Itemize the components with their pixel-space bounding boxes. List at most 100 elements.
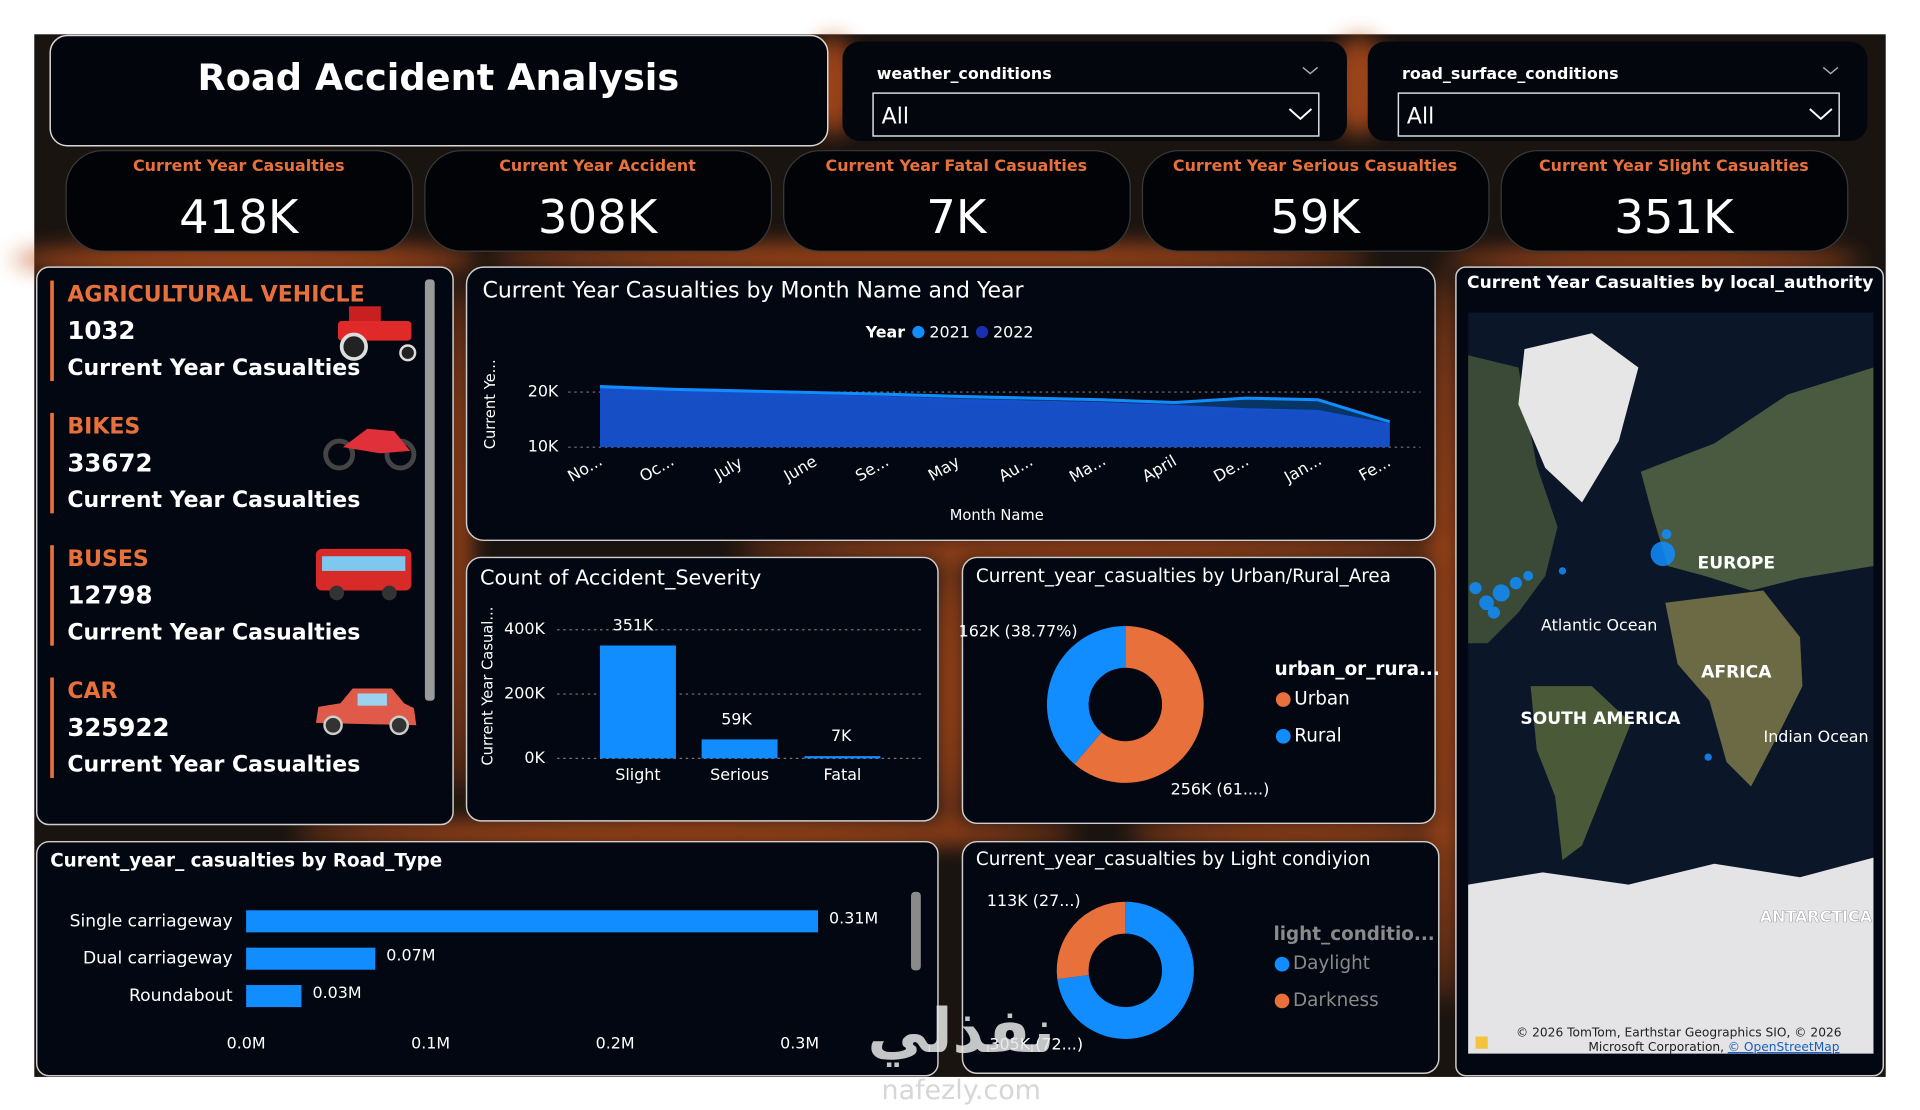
chart-title: Current_year_casualties by Light condiyi… — [976, 849, 1371, 870]
legend-label[interactable]: Darkness — [1293, 990, 1379, 1011]
map-label: ANTARCTICA — [1760, 907, 1873, 926]
title-box — [49, 34, 829, 147]
value-label: 0.03M — [312, 983, 361, 1002]
kpi-cards: Current Year Casualties 418K Current Year … — [65, 150, 1849, 252]
bar — [246, 947, 376, 970]
legend-marker — [912, 325, 925, 339]
map-attribution-link[interactable]: © OpenStreetMap — [1728, 1040, 1840, 1054]
legend-marker — [975, 325, 989, 339]
x-tick-label: 0.1M — [411, 1033, 450, 1052]
map-label: EUROPE — [1698, 554, 1776, 574]
kpi-card — [783, 150, 1131, 252]
vehicle-label: Current Year Casualties — [67, 620, 360, 645]
line — [599, 385, 1391, 424]
x-tick-label: 0.3M — [780, 1033, 819, 1052]
value-label: 113K (27...) — [987, 891, 1081, 910]
y-axis-title: Current Ye... — [482, 359, 499, 449]
map-attribution: © 2026 TomTom, Earthstar Geographics SIO… — [1516, 1025, 1842, 1039]
donut-slice — [1057, 901, 1194, 1039]
accent-bar — [50, 545, 54, 646]
accent-bar — [50, 677, 54, 778]
vehicle-name: AGRICULTURAL VEHICLE — [67, 282, 364, 307]
y-tick-label: 400K — [504, 619, 545, 638]
bar — [701, 739, 778, 759]
dropdown-value: All — [1407, 105, 1434, 130]
x-tick-label: Fatal — [824, 765, 862, 784]
value-label: 351K — [613, 615, 654, 634]
bus-icon — [315, 548, 412, 601]
dropdown-value: All — [882, 105, 909, 130]
dashboard-title: Road Accident Analysis — [197, 56, 679, 99]
vehicle-value: 1032 — [67, 316, 135, 345]
background-texture — [12, 36, 1862, 1005]
bar-chart-panel — [465, 556, 939, 822]
watermark: nafezly.com — [882, 1075, 1041, 1106]
map-label: AFRICA — [1701, 663, 1772, 683]
y-tick-label: 0K — [524, 748, 545, 767]
y-tick-label: Roundabout — [129, 986, 233, 1006]
map-attribution: Microsoft Corporation, — [1588, 1040, 1724, 1054]
map — [1468, 312, 1874, 1054]
donut-slice — [1056, 901, 1126, 980]
donut-slice — [1074, 626, 1204, 783]
vehicle-name: BIKES — [67, 415, 140, 440]
legend-marker — [1274, 993, 1290, 1009]
area — [600, 388, 1390, 448]
filters: weather_conditions All road_surface_condit… — [842, 41, 1868, 141]
vehicle-value: 12798 — [67, 581, 152, 610]
legend-title: light_conditio... — [1273, 924, 1434, 945]
chart-title: Current Year Casualties by Month Name an… — [482, 279, 1024, 304]
line — [599, 386, 1391, 427]
legend-marker — [1275, 692, 1291, 707]
kpi-card — [65, 150, 414, 252]
legend-label[interactable]: Daylight — [1293, 953, 1370, 974]
kpi-label: Current Year Serious Casualties — [1173, 156, 1457, 175]
chart-title: Count of Accident_Severity — [480, 565, 761, 590]
value-label: 162K (38.77%) — [959, 622, 1078, 641]
legend-label[interactable]: Rural — [1294, 725, 1341, 746]
x-tick-label: Serious — [710, 765, 769, 784]
bar — [246, 985, 302, 1008]
scrollbar[interactable] — [424, 279, 435, 701]
y-tick-label: Dual carriageway — [83, 949, 233, 969]
chevron — [1302, 66, 1319, 75]
value-label: 305K (72...) — [989, 1035, 1083, 1054]
watermark: نفذلي — [868, 996, 1055, 1067]
filter-label: weather_conditions — [877, 64, 1052, 83]
chart-title: Current_year_casualties by Urban/Rural_A… — [976, 566, 1391, 587]
dropdown[interactable] — [1397, 92, 1840, 137]
bar — [600, 645, 676, 759]
vehicle-value: 33672 — [67, 448, 152, 477]
kpi-card — [1500, 150, 1849, 252]
vehicle-value: 325922 — [67, 713, 169, 742]
scrollbar[interactable] — [911, 891, 921, 971]
dropdown[interactable] — [872, 92, 1320, 137]
donut-slice — [1046, 626, 1126, 765]
map-label: Atlantic Ocean — [1541, 616, 1657, 635]
legend-label[interactable]: 2022 — [993, 323, 1033, 342]
kpi-label: Current Year Accident — [499, 156, 696, 175]
y-tick-label: 20K — [528, 382, 559, 401]
kpi-value: 418K — [179, 190, 300, 244]
x-axis-title: Month Name — [950, 507, 1044, 524]
vehicle-label: Current Year Casualties — [67, 488, 360, 513]
legend-label[interactable]: Urban — [1294, 689, 1350, 710]
chevron — [1822, 66, 1839, 75]
kpi-value: 308K — [538, 190, 659, 244]
x-tick-label: 0.2M — [596, 1033, 635, 1052]
kpi-label: Current Year Fatal Casualties — [826, 156, 1088, 175]
charts: Current Year Casualties by Month Name an… — [50, 279, 1440, 1054]
y-tick-label: 10K — [528, 437, 559, 456]
bike-icon — [323, 428, 417, 471]
value-label: 0.31M — [829, 908, 878, 927]
value-label: 59K — [721, 709, 752, 728]
value-label: 0.07M — [386, 946, 435, 965]
kpi-label: Current Year Slight Casualties — [1539, 156, 1809, 175]
legend-label[interactable]: 2021 — [929, 323, 969, 342]
vehicle-list: AGRICULTURAL VEHICLE 1032 Current Year Cas… — [50, 280, 365, 778]
y-axis-title: Current Year Casual... — [480, 607, 497, 766]
vehicle-label: Current Year Casualties — [67, 356, 360, 381]
legend-title: urban_or_rura... — [1275, 659, 1440, 680]
y-tick-label: 200K — [504, 684, 545, 703]
